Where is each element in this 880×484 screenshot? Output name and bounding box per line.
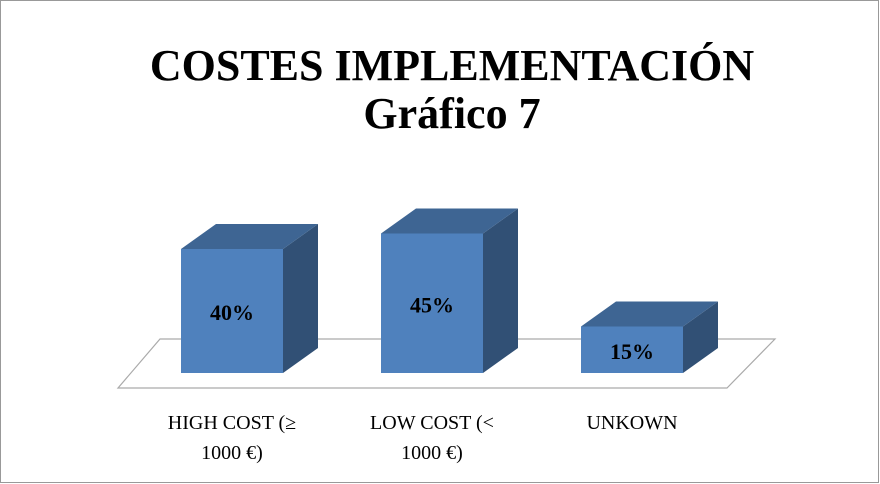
value-label: 45% [410,292,454,317]
value-label: 15% [610,339,654,364]
chart-subtitle: Gráfico 7 [363,89,540,138]
bar-top [581,301,718,327]
x-tick-label-box: HIGH COST (≥ 1000 €) [167,412,297,464]
chart-title: COSTES IMPLEMENTACIÓN [150,41,754,90]
bar [181,224,318,373]
bar-side [483,208,518,373]
bar-front [581,326,683,373]
bar-side [683,301,718,373]
bar [581,301,718,373]
bar-front [181,249,283,373]
bar-top [181,224,318,249]
x-tick-label: HIGH COST (≥ 1000 €) [167,412,297,464]
value-label: 40% [210,300,254,325]
bar-front [381,233,483,373]
bar [381,208,518,373]
x-tick-label-box: LOW COST (< 1000 €) [370,412,494,464]
x-tick-label: LOW COST (< 1000 €) [370,412,494,464]
bar-top [381,208,518,234]
x-tick-label-box: UNKOWN [586,412,678,434]
x-tick-label: UNKOWN [586,412,678,434]
bar-side [283,224,318,373]
